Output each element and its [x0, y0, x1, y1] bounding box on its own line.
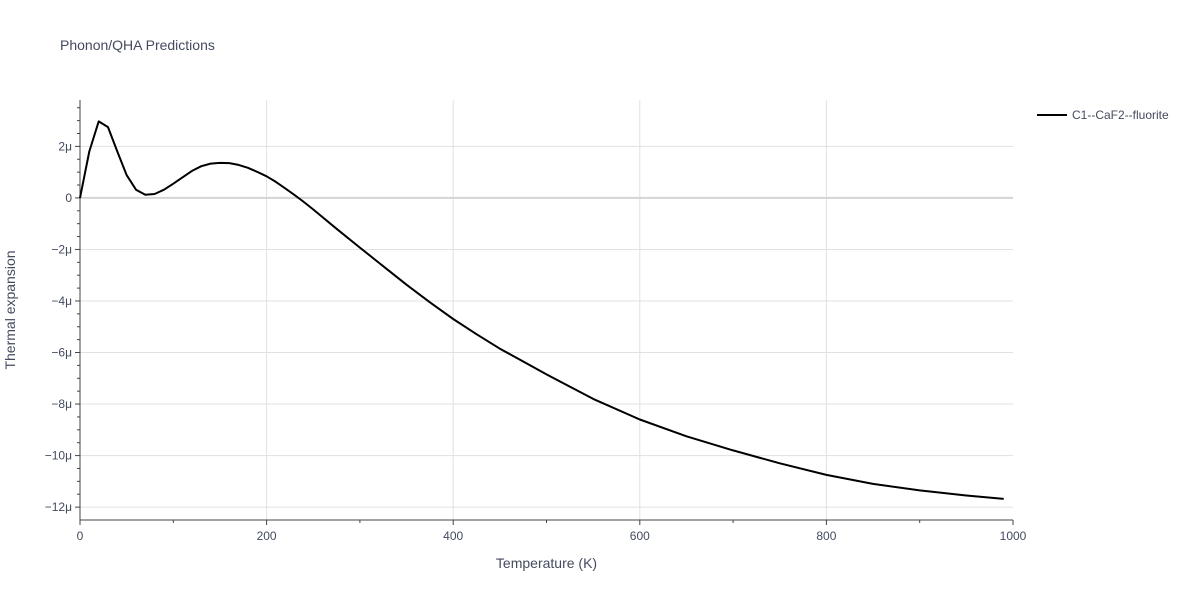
y-tick-label: −2μ [51, 242, 72, 256]
x-axis-title: Temperature (K) [496, 555, 597, 571]
y-tick-label: −6μ [51, 346, 72, 360]
tick-labels: 0 200 400 600 800 1000 2μ 0 −2μ −4μ −6μ −8μ −10μ −12μ [45, 139, 1027, 543]
y-tick-label: 0 [65, 191, 72, 205]
axes [75, 100, 1014, 525]
grid [80, 100, 1013, 520]
y-tick-label: −4μ [51, 294, 72, 308]
y-axis-title: Thermal expansion [2, 250, 18, 369]
y-tick-label: −10μ [45, 449, 72, 463]
legend-label[interactable]: C1--CaF2--fluorite [1072, 108, 1169, 122]
series-layer [79, 120, 1004, 500]
x-tick-label: 600 [630, 529, 650, 543]
y-tick-label: 2μ [58, 139, 72, 153]
series-line [79, 120, 1004, 500]
x-tick-label: 200 [257, 529, 277, 543]
x-tick-label: 400 [443, 529, 463, 543]
y-tick-label: −8μ [51, 397, 72, 411]
y-tick-label: −12μ [45, 500, 72, 514]
legend[interactable]: C1--CaF2--fluorite [1037, 108, 1169, 122]
x-tick-label: 800 [816, 529, 836, 543]
x-tick-label: 1000 [1000, 529, 1027, 543]
x-tick-label: 0 [77, 529, 84, 543]
chart-title: Phonon/QHA Predictions [60, 37, 215, 53]
